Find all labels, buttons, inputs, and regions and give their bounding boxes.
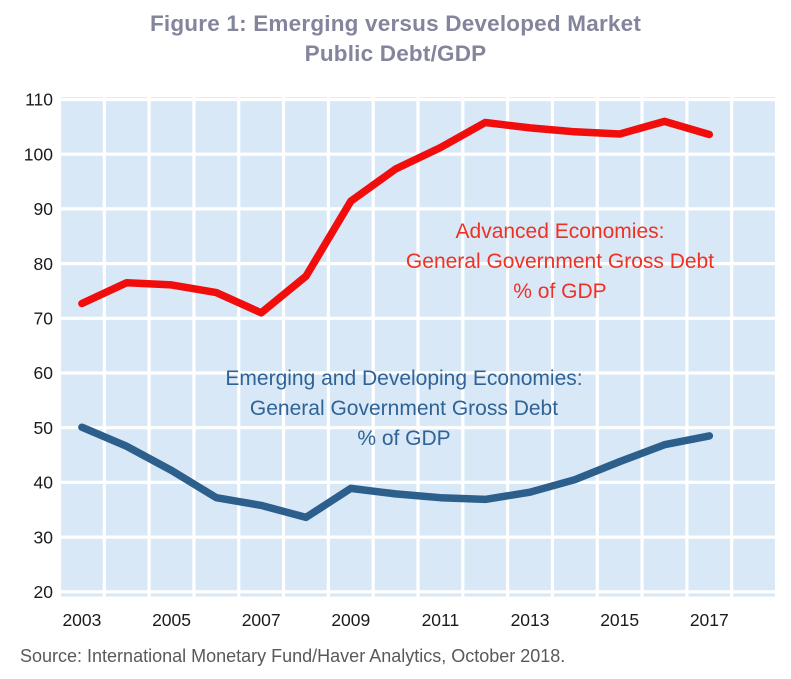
emerging-debt-line: [78, 423, 714, 522]
advanced-series-label: Advanced Economies: General Government G…: [406, 217, 714, 307]
x-tick-label: 2005: [152, 610, 191, 630]
y-tick-label: 30: [34, 527, 54, 547]
title-line-1: Figure 1: Emerging versus Developed Mark…: [149, 11, 642, 36]
x-tick-label: 2007: [242, 610, 281, 630]
x-tick-label: 2015: [600, 610, 639, 630]
y-tick-label: 100: [24, 144, 53, 164]
emerging-label-line-1: Emerging and Developing Economies:: [225, 367, 583, 390]
emerging-label-line-3: % of GDP: [357, 427, 451, 450]
advanced-label-line-1: Advanced Economies:: [455, 220, 665, 243]
y-tick-label: 110: [25, 90, 53, 110]
emerging-series-label: Emerging and Developing Economies: Gener…: [225, 364, 582, 454]
y-tick-label: 80: [34, 254, 54, 274]
y-tick-label: 60: [34, 363, 54, 383]
advanced-label-line-2: General Government Gross Debt: [405, 250, 715, 273]
x-tick-label: 2003: [62, 610, 101, 630]
emerging-label-line-2: General Government Gross Debt: [249, 397, 559, 420]
advanced-debt-line: [78, 117, 714, 317]
y-tick-label: 90: [34, 199, 54, 219]
x-tick-label: 2009: [331, 610, 370, 630]
y-tick-label: 20: [34, 582, 54, 602]
x-tick-label: 2013: [511, 610, 550, 630]
y-tick-label: 40: [34, 473, 54, 493]
advanced-label-line-3: % of GDP: [513, 280, 607, 303]
y-tick-label: 50: [34, 418, 54, 438]
source-note: Source: International Monetary Fund/Have…: [20, 646, 566, 666]
title-line-2: Public Debt/GDP: [304, 41, 487, 66]
figure-title: Figure 1: Emerging versus Developed Mark…: [0, 9, 791, 69]
y-tick-label: 70: [34, 309, 54, 329]
x-tick-label: 2017: [690, 610, 729, 630]
x-tick-label: 2011: [422, 610, 460, 630]
